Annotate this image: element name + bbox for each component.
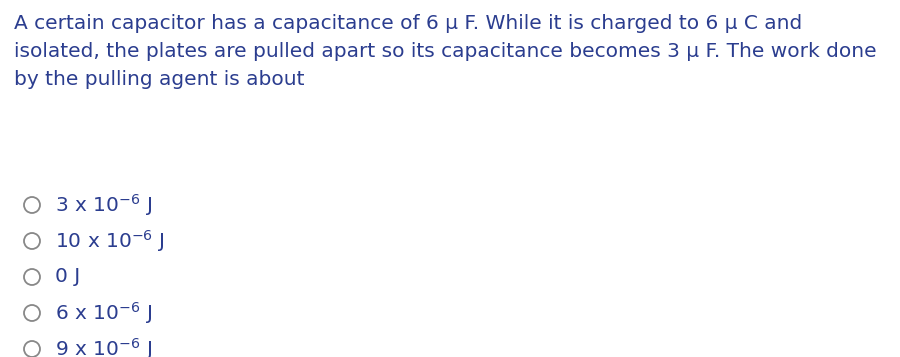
Text: by the pulling agent is about: by the pulling agent is about — [14, 70, 304, 89]
Text: 9 x 10$^{-6}$ J: 9 x 10$^{-6}$ J — [55, 336, 152, 357]
Text: 0 J: 0 J — [55, 267, 80, 287]
Text: isolated, the plates are pulled apart so its capacitance becomes 3 μ F. The work: isolated, the plates are pulled apart so… — [14, 42, 877, 61]
Text: 6 x 10$^{-6}$ J: 6 x 10$^{-6}$ J — [55, 300, 152, 326]
Text: 10 x 10$^{-6}$ J: 10 x 10$^{-6}$ J — [55, 228, 165, 254]
Text: 3 x 10$^{-6}$ J: 3 x 10$^{-6}$ J — [55, 192, 152, 218]
Text: A certain capacitor has a capacitance of 6 μ F. While it is charged to 6 μ C and: A certain capacitor has a capacitance of… — [14, 14, 802, 33]
